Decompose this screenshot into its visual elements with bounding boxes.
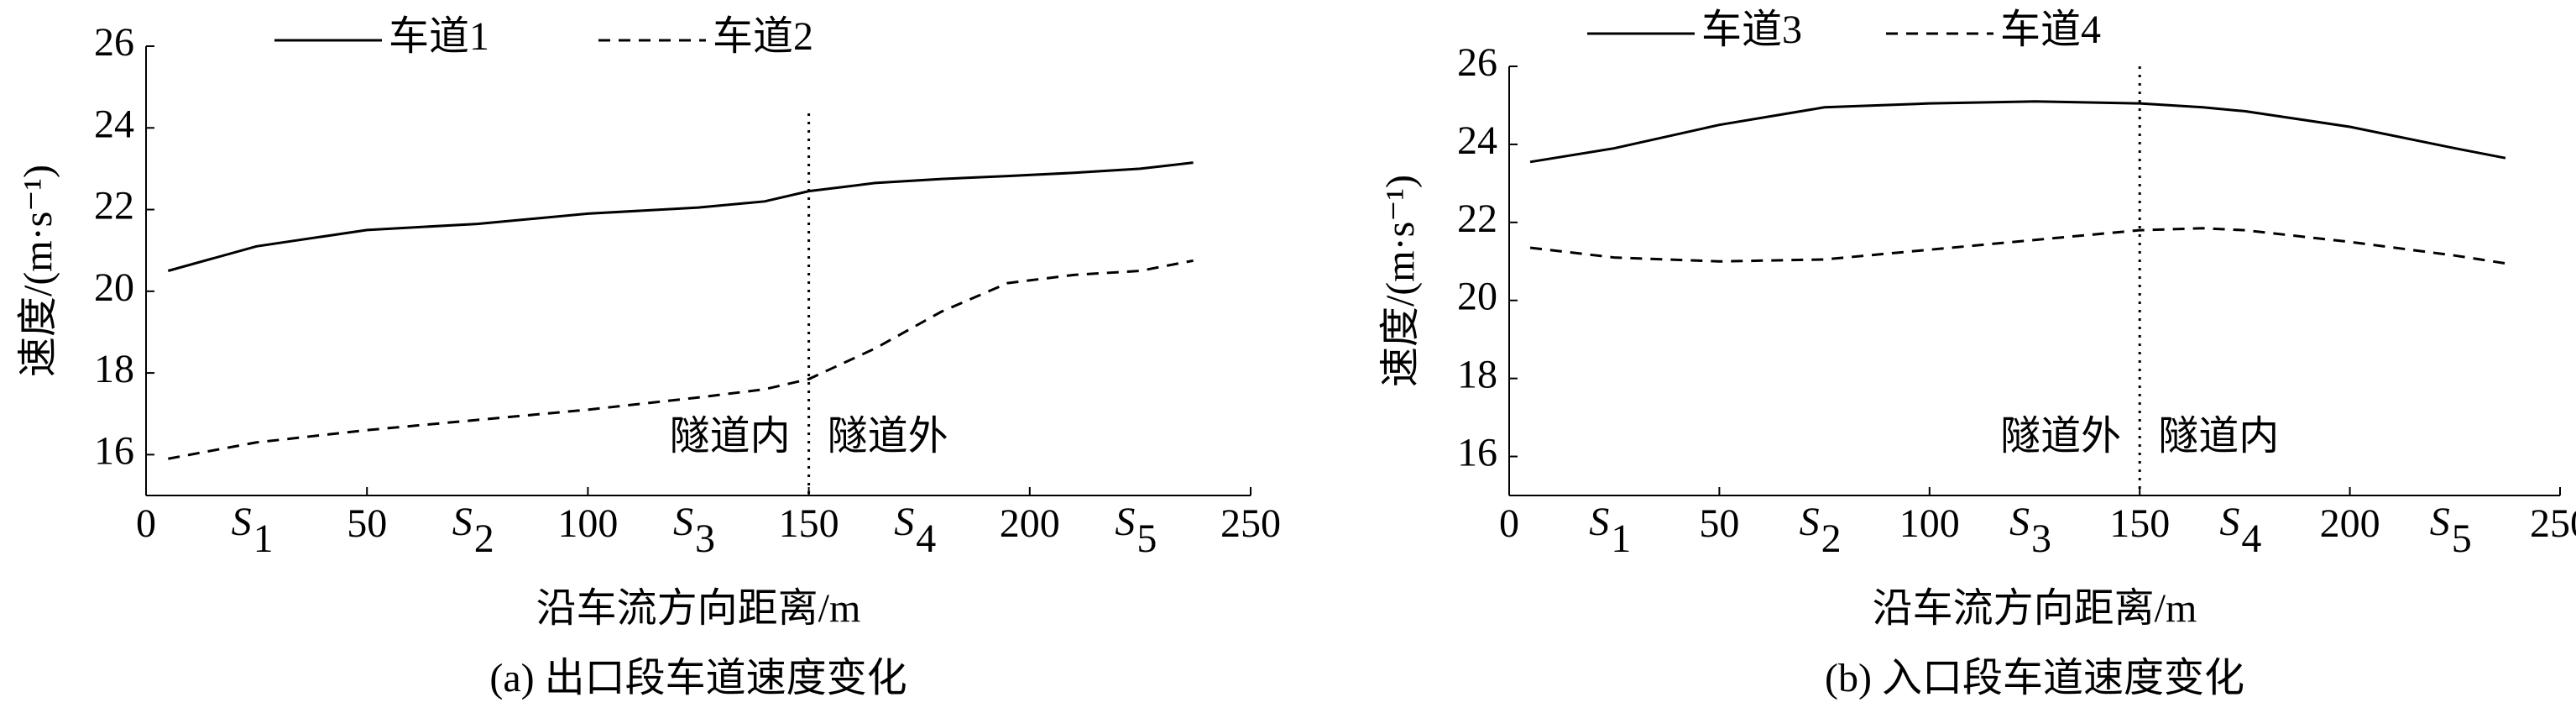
- x-tick-label: 150: [779, 501, 839, 546]
- region-label: 隧道内: [670, 414, 791, 459]
- section-label: S: [1589, 500, 1609, 544]
- legend-label: 车道3: [1701, 8, 1802, 52]
- section-label: S: [673, 500, 693, 544]
- region-label: 隧道内: [2158, 414, 2279, 459]
- section-subscript: 3: [695, 516, 715, 561]
- section-label: S: [1800, 500, 1820, 544]
- section-subscript: 1: [1611, 516, 1631, 561]
- legend-label: 车道4: [2000, 8, 2101, 52]
- y-tick-label: 22: [94, 184, 134, 228]
- x-tick-label: 0: [136, 501, 156, 546]
- section-subscript: 1: [253, 516, 274, 561]
- region-label: 隧道外: [2000, 414, 2121, 459]
- section-label: S: [2009, 500, 2030, 544]
- y-axis-label: 速度/(m·s⁻¹): [1378, 175, 1423, 387]
- y-tick-label: 18: [1457, 353, 1497, 397]
- y-tick-label: 20: [94, 265, 134, 310]
- x-tick-label: 50: [1699, 501, 1739, 546]
- x-axis-label: 沿车流方向距离/m: [536, 586, 861, 631]
- y-tick-label: 22: [1457, 197, 1497, 241]
- region-label: 隧道外: [828, 414, 948, 459]
- x-tick-label: 100: [1899, 501, 1960, 546]
- x-tick-label: 100: [557, 501, 618, 546]
- x-tick-label: 200: [1000, 501, 1060, 546]
- section-subscript: 3: [2031, 516, 2051, 561]
- section-subscript: 2: [474, 516, 494, 561]
- x-tick-label: 0: [1499, 501, 1519, 546]
- x-tick-label: 250: [2530, 501, 2576, 546]
- section-subscript: 4: [2241, 516, 2261, 561]
- chart-caption: (a) 出口段车道速度变化: [489, 656, 907, 700]
- y-tick-label: 18: [94, 347, 134, 391]
- section-subscript: 5: [2452, 516, 2472, 561]
- section-label: S: [232, 500, 252, 544]
- series-line: [1529, 227, 2506, 265]
- section-label: S: [2219, 500, 2239, 544]
- series-line: [1529, 100, 2506, 164]
- legend-label: 车道1: [389, 14, 489, 59]
- legend-label: 车道2: [713, 14, 813, 59]
- y-tick-label: 24: [94, 102, 134, 146]
- section-label: S: [2430, 500, 2450, 544]
- y-tick-label: 16: [1457, 431, 1497, 475]
- y-tick-label: 20: [1457, 275, 1497, 319]
- section-label: S: [1115, 500, 1135, 544]
- x-axis-label: 沿车流方向距离/m: [1873, 586, 2197, 631]
- chart-caption: (b) 入口段车道速度变化: [1825, 656, 2244, 700]
- series-line: [167, 161, 1194, 272]
- section-label: S: [452, 500, 473, 544]
- x-tick-label: 50: [347, 501, 387, 546]
- y-tick-label: 24: [1457, 118, 1497, 163]
- y-tick-label: 16: [94, 428, 134, 473]
- x-tick-label: 150: [2109, 501, 2170, 546]
- section-subscript: 5: [1136, 516, 1157, 561]
- section-subscript: 4: [916, 516, 936, 561]
- x-tick-label: 200: [2320, 501, 2380, 546]
- section-label: S: [894, 500, 914, 544]
- y-tick-label: 26: [1457, 40, 1497, 85]
- section-subscript: 2: [1821, 516, 1842, 561]
- x-tick-label: 250: [1220, 501, 1281, 546]
- y-tick-label: 26: [94, 20, 134, 65]
- y-axis-label: 速度/(m·s⁻¹): [16, 165, 60, 377]
